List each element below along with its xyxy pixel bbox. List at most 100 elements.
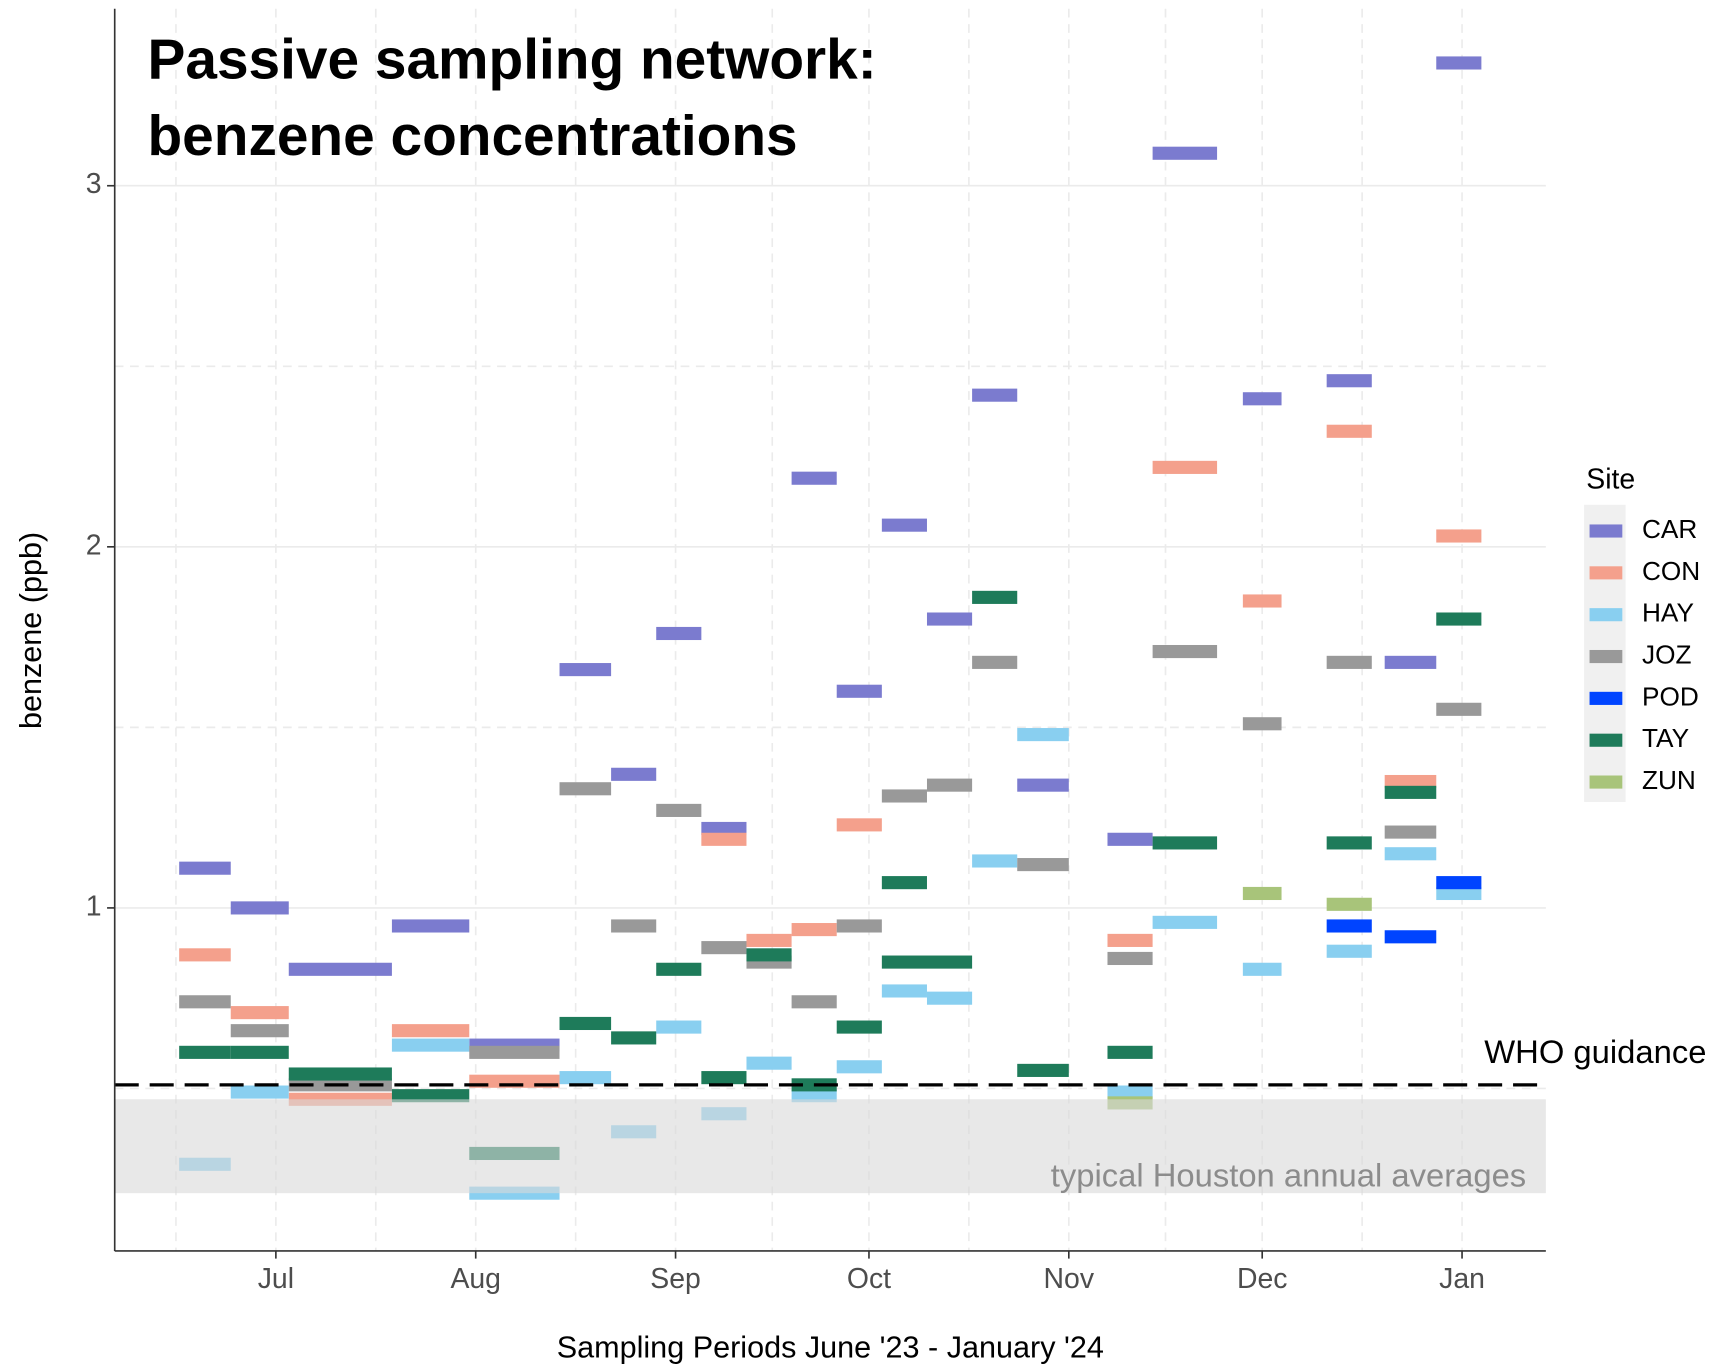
- period-bar: [746, 933, 792, 947]
- period-bar: [791, 1089, 837, 1103]
- period-bar: [1384, 785, 1437, 799]
- period-bar: [836, 1020, 882, 1034]
- legend-label: CON: [1642, 556, 1700, 586]
- period-bar: [1326, 836, 1372, 850]
- period-bar: [469, 1045, 560, 1059]
- period-bar: [1242, 962, 1282, 976]
- y-tick-label: 3: [86, 168, 102, 200]
- period-bar: [791, 923, 837, 937]
- period-bar: [1436, 612, 1482, 626]
- period-bar: [179, 861, 231, 875]
- period-bar: [391, 919, 470, 933]
- period-bar: [559, 1071, 612, 1085]
- period-bar: [391, 1024, 470, 1038]
- period-bar: [656, 626, 702, 641]
- period-bar: [881, 789, 927, 803]
- period-bar: [1326, 374, 1372, 388]
- x-tick-label: Aug: [450, 1263, 501, 1295]
- period-bar: [701, 941, 747, 955]
- period-bar: [791, 995, 837, 1009]
- period-bar: [1436, 886, 1482, 901]
- period-bar: [1152, 915, 1218, 929]
- period-bar: [1326, 655, 1372, 669]
- period-bar: [656, 962, 702, 976]
- period-bar: [701, 832, 747, 846]
- period-bar: [1436, 56, 1482, 70]
- legend-label: CAR: [1642, 514, 1697, 544]
- legend-key: [1589, 608, 1623, 622]
- legend-key: [1589, 775, 1623, 789]
- period-bar: [1326, 919, 1372, 933]
- chart-title: benzene concentrations: [147, 105, 797, 168]
- period-bar: [1242, 392, 1282, 406]
- period-bar: [1384, 774, 1437, 789]
- period-bar: [1326, 424, 1372, 438]
- period-bar: [926, 612, 973, 626]
- period-bar: [881, 984, 927, 998]
- period-bar: [288, 962, 392, 976]
- period-bar: [836, 919, 882, 933]
- period-bar: [1152, 146, 1218, 160]
- period-bar: [656, 1020, 702, 1034]
- legend-title: Site: [1586, 463, 1635, 495]
- typical-range-label: typical Houston annual averages: [1051, 1157, 1526, 1194]
- period-bar: [1436, 529, 1482, 543]
- period-bar: [1384, 655, 1437, 669]
- legend-label: TAY: [1642, 723, 1689, 753]
- period-bar: [611, 767, 657, 781]
- period-bar: [1152, 836, 1218, 850]
- period-bar: [1017, 728, 1069, 742]
- period-bar: [836, 1060, 882, 1074]
- x-tick-label: Oct: [847, 1263, 891, 1295]
- legend-key: [1589, 733, 1623, 747]
- period-bar: [701, 1071, 747, 1085]
- period-bar: [179, 1045, 231, 1059]
- period-bar: [836, 684, 882, 698]
- period-bar: [179, 995, 231, 1009]
- x-tick-label: Dec: [1237, 1263, 1288, 1295]
- period-bar: [230, 1006, 289, 1020]
- period-bar: [288, 1067, 392, 1081]
- period-bar: [611, 919, 657, 933]
- period-bar: [746, 1056, 792, 1070]
- period-bar: [1107, 1045, 1153, 1059]
- period-bar: [559, 663, 612, 677]
- period-bar: [611, 1031, 657, 1045]
- period-bar: [1326, 944, 1372, 958]
- y-tick-label: 1: [86, 890, 102, 922]
- period-bar: [559, 1016, 612, 1031]
- period-bar: [1107, 933, 1153, 947]
- period-bar: [1326, 897, 1372, 911]
- y-axis-title: benzene (ppb): [14, 532, 48, 729]
- period-bar: [1152, 644, 1218, 659]
- x-tick-label: Nov: [1044, 1263, 1095, 1295]
- period-bar: [391, 1089, 470, 1103]
- period-bar: [391, 1038, 470, 1052]
- period-bar: [559, 782, 612, 796]
- period-bar: [972, 388, 1018, 402]
- period-bar: [1242, 886, 1282, 901]
- period-bar: [881, 955, 973, 969]
- period-bar: [836, 818, 882, 832]
- period-bar: [972, 590, 1018, 604]
- period-bar: [972, 655, 1018, 669]
- period-bar: [656, 803, 702, 817]
- legend-key: [1589, 566, 1623, 580]
- period-bar: [746, 948, 792, 962]
- period-bar: [179, 948, 231, 962]
- chart-title: Passive sampling network:: [147, 28, 876, 91]
- legend-label: JOZ: [1642, 639, 1692, 669]
- period-bar: [1017, 1063, 1069, 1077]
- period-bar: [230, 1024, 289, 1038]
- period-bar: [230, 1045, 289, 1059]
- x-tick-label: Sep: [650, 1263, 701, 1295]
- period-bar: [881, 518, 927, 532]
- legend-label: HAY: [1642, 598, 1694, 628]
- legend-label: ZUN: [1642, 765, 1696, 795]
- legend-key: [1589, 691, 1623, 705]
- x-axis-title: Sampling Periods June '23 - January '24: [557, 1330, 1104, 1364]
- period-bar: [926, 778, 973, 792]
- period-bar: [1242, 594, 1282, 608]
